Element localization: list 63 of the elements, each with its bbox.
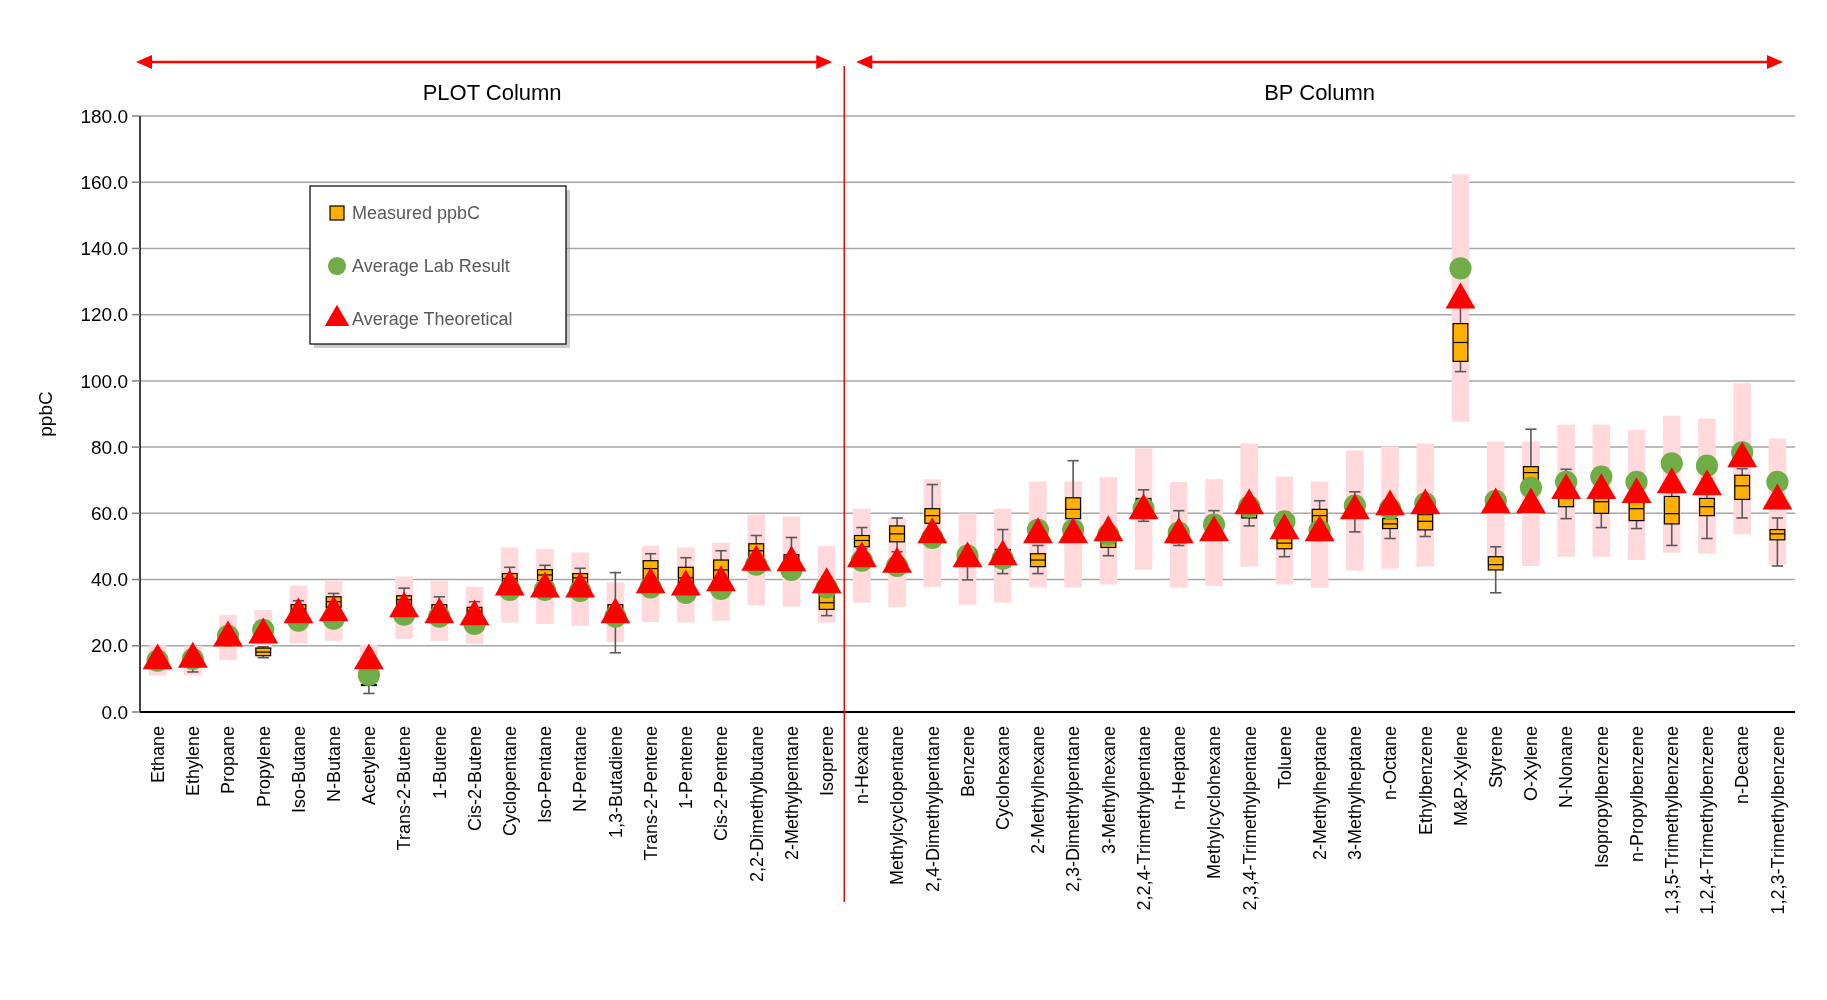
x-tick-label: 2,3-Dimethylpentane	[1063, 726, 1084, 893]
x-tick-label: n-Hexane	[852, 726, 873, 805]
x-tick-label: Benzene	[957, 726, 978, 798]
x-tick-label: Toluene	[1274, 726, 1295, 790]
x-tick-label: 3-Methylhexane	[1098, 726, 1119, 855]
x-tick-label: Cyclohexane	[993, 726, 1014, 831]
y-tick-label: 140.0	[80, 238, 128, 260]
x-tick-label: Methylcyclohexane	[1204, 726, 1225, 880]
y-tick-label: 40.0	[91, 569, 128, 591]
x-tick-label: 1,3,5-Trimethylbenzene	[1662, 726, 1683, 915]
x-tick-label: Methylcyclopentane	[887, 726, 908, 886]
x-tick-label: M&P-Xylene	[1450, 726, 1471, 827]
x-tick-label: n-Propylbenzene	[1626, 726, 1647, 863]
y-axis-title: ppbC	[35, 391, 56, 437]
x-tick-label: 1,3-Butadiene	[605, 726, 626, 839]
x-tick-label: Ethylene	[183, 726, 204, 797]
x-tick-label: 1,2,4-Trimethylbenzene	[1697, 726, 1718, 915]
x-tick-label: Iso-Butane	[288, 726, 309, 814]
x-tick-label: Propylene	[253, 726, 274, 808]
x-tick-label: N-Butane	[323, 726, 344, 803]
text: BP Column	[1264, 80, 1376, 105]
x-tick-label: 2,4-Dimethylpentane	[922, 726, 943, 893]
x-tick-label: 2,3,4-Trimethylpentane	[1239, 726, 1260, 911]
legend-label: Average Lab Result	[352, 256, 510, 277]
y-tick-label: 20.0	[91, 635, 128, 657]
x-tick-label: Isoprene	[816, 726, 837, 797]
x-tick-label: Cyclopentane	[500, 726, 521, 837]
x-tick-label: n-Heptane	[1169, 726, 1190, 811]
x-tick-label: 1-Pentene	[676, 726, 697, 810]
x-tick-label: 2-Methylpentane	[781, 726, 802, 861]
y-tick-label: 60.0	[91, 502, 128, 524]
x-tick-label: Styrene	[1485, 726, 1506, 789]
x-tick-label: Trans-2-Pentene	[640, 726, 661, 861]
y-tick-label: 160.0	[80, 171, 128, 193]
y-tick-label: 0.0	[101, 701, 128, 723]
x-tick-label: 2,2,4-Trimethylpentane	[1133, 726, 1154, 911]
x-tick-label: Isopropylbenzene	[1591, 726, 1612, 869]
x-tick-label: N-Pentane	[570, 726, 591, 813]
x-tick-label: Iso-Pentane	[535, 726, 556, 824]
x-tick-label: 2,2-Dimethylbutane	[746, 726, 767, 883]
text: PLOT Column	[422, 80, 562, 105]
y-tick-label: 100.0	[80, 370, 128, 392]
legend-label: Measured ppbC	[352, 203, 481, 224]
x-tick-label: n-Decane	[1732, 726, 1753, 805]
legend-label: Average Theoretical	[352, 309, 513, 330]
x-tick-label: Acetylene	[359, 726, 380, 806]
x-tick-label: Propane	[218, 726, 239, 795]
x-tick-label: Cis-2-Pentene	[711, 726, 732, 842]
x-tick-label: 3-Methylheptane	[1345, 726, 1366, 861]
x-tick-label: 1-Butene	[429, 726, 450, 800]
x-tick-label: N-Nonane	[1556, 726, 1577, 809]
y-tick-label: 120.0	[80, 304, 128, 326]
y-tick-label: 80.0	[91, 436, 128, 458]
x-tick-label: 2-Methylhexane	[1028, 726, 1049, 855]
x-tick-label: Ethylbenzene	[1415, 726, 1436, 836]
x-tick-label: O-Xylene	[1521, 726, 1542, 802]
x-tick-label: 1,2,3-Trimethylbenzene	[1767, 726, 1788, 915]
x-tick-label: Cis-2-Butene	[464, 726, 485, 832]
x-tick-label: Trans-2-Butene	[394, 726, 415, 851]
y-tick-label: 180.0	[80, 105, 128, 127]
x-tick-label: n-Octane	[1380, 726, 1401, 801]
x-tick-label: Ethane	[147, 726, 168, 784]
x-tick-label: 2-Methylheptane	[1309, 726, 1330, 861]
